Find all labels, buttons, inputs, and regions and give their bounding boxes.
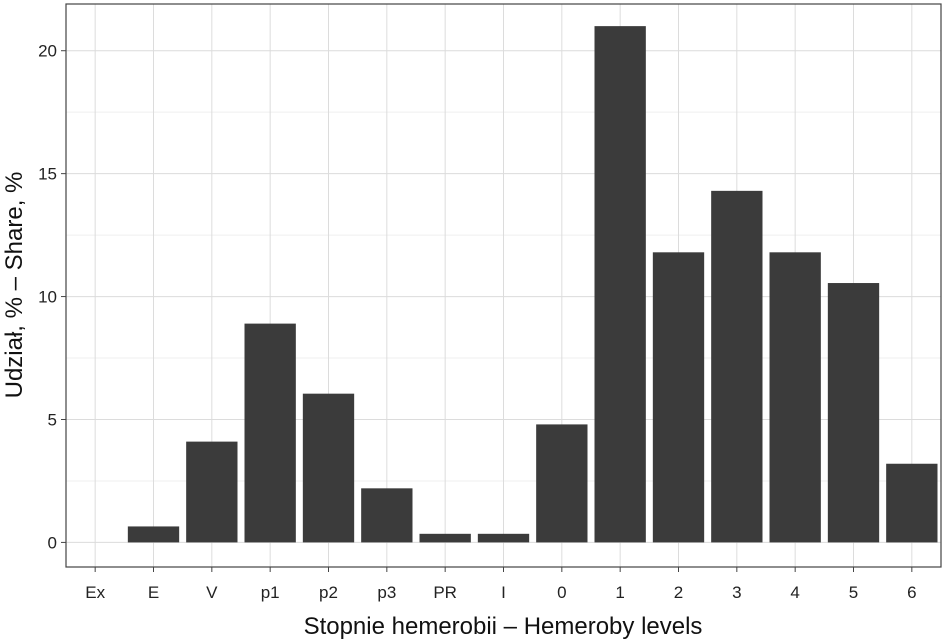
bar-I — [477, 533, 530, 543]
bar-E — [127, 526, 180, 543]
x-tick-label: I — [501, 583, 506, 602]
x-tick-label: E — [148, 583, 159, 602]
bar-p2 — [302, 393, 355, 543]
x-tick-label: p1 — [261, 583, 280, 602]
x-tick-label: V — [206, 583, 218, 602]
bar-0 — [536, 424, 588, 543]
y-axis: 0 5 10 15 20 — [38, 42, 66, 552]
x-tick-label: 4 — [790, 583, 799, 602]
x-tick-label: PR — [433, 583, 457, 602]
bar-p1 — [244, 323, 296, 543]
bar-p3 — [361, 488, 413, 543]
x-tick-label: 5 — [849, 583, 858, 602]
bar-3 — [711, 190, 763, 543]
x-tick-label: p2 — [319, 583, 338, 602]
x-tick-label: 6 — [907, 583, 916, 602]
y-tick-label: 15 — [38, 165, 57, 184]
x-tick-label: 3 — [732, 583, 741, 602]
y-tick-label: 10 — [38, 288, 57, 307]
y-tick-label: 20 — [38, 42, 57, 61]
bar-PR — [419, 533, 471, 543]
x-tick-label: 0 — [557, 583, 566, 602]
bar-6 — [886, 463, 938, 543]
bar-V — [186, 441, 238, 543]
x-tick-label: Ex — [85, 583, 105, 602]
x-tick-label: 2 — [674, 583, 683, 602]
bars — [127, 26, 938, 543]
y-tick-label: 5 — [48, 410, 57, 429]
x-tick-label: p3 — [377, 583, 396, 602]
bar-4 — [769, 252, 821, 543]
x-tick-label: 1 — [615, 583, 624, 602]
bar-5 — [827, 283, 880, 543]
y-tick-label: 0 — [48, 533, 57, 552]
bar-1 — [594, 26, 646, 543]
y-axis-title: Udział, % – Share, % — [1, 172, 28, 399]
bar-2 — [652, 252, 705, 543]
x-axis-title: Stopnie hemerobii – Hemeroby levels — [304, 613, 703, 640]
